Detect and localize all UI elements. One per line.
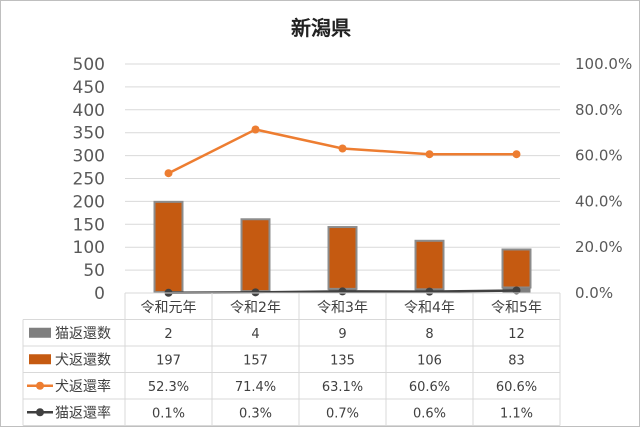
point-dog-return-rate xyxy=(338,144,347,153)
legend-marker-dog-return-rate xyxy=(36,381,44,390)
data-label: 0.6% xyxy=(413,406,446,421)
data-label: 106 xyxy=(417,353,442,368)
data-label: 135 xyxy=(330,353,355,368)
gridlines xyxy=(125,63,560,294)
category-label: 令和3年 xyxy=(317,300,368,316)
y-left-tick-label: 300 xyxy=(73,147,105,167)
data-label: 9 xyxy=(338,327,346,342)
y-right-tick-label: 0.0% xyxy=(575,284,613,302)
category-label: 令和元年 xyxy=(141,300,197,316)
point-cat-return-rate xyxy=(338,287,347,296)
point-dog-return-rate xyxy=(251,125,260,134)
legend-label: 犬返還数 xyxy=(55,352,111,368)
data-label: 12 xyxy=(508,327,525,342)
category-label: 令和5年 xyxy=(491,300,542,316)
point-dog-return-rate xyxy=(164,169,173,178)
point-cat-return-rate xyxy=(425,287,434,296)
bar-dog-returns xyxy=(153,200,184,294)
legend-key-cat-returns xyxy=(29,327,51,338)
y-left-tick-label: 350 xyxy=(73,124,105,144)
y-right-tick-label: 80.0% xyxy=(575,101,623,119)
y-left-tick-label: 450 xyxy=(73,78,105,98)
y-left-tick-label: 250 xyxy=(73,170,105,190)
data-label: 157 xyxy=(243,353,268,368)
data-label: 2 xyxy=(164,327,172,342)
y-left-tick-label: 0 xyxy=(94,284,105,304)
bar-dog-returns xyxy=(414,239,445,291)
legend-label: 猫返還数 xyxy=(55,326,111,342)
data-label: 60.6% xyxy=(496,380,537,395)
point-cat-return-rate xyxy=(512,286,521,295)
data-label: 8 xyxy=(425,327,433,342)
data-label: 0.1% xyxy=(152,406,185,421)
bar-dog-returns xyxy=(327,226,358,290)
data-label: 71.4% xyxy=(235,380,276,395)
y-left-tick-label: 150 xyxy=(73,215,105,235)
point-dog-return-rate xyxy=(512,150,521,159)
y-axis-right: 0.0% 20.0% 40.0% 60.0% 80.0% 100.0% xyxy=(575,55,632,302)
category-label: 令和2年 xyxy=(230,300,281,316)
legend-marker-cat-return-rate xyxy=(36,408,44,417)
data-label: 4 xyxy=(251,327,259,342)
point-dog-return-rate xyxy=(425,150,434,159)
y-right-tick-label: 60.0% xyxy=(575,147,623,165)
point-cat-return-rate xyxy=(251,288,260,297)
y-right-tick-label: 40.0% xyxy=(575,192,623,210)
data-label: 197 xyxy=(156,353,181,368)
data-label: 0.7% xyxy=(326,406,359,421)
bar-dog-returns xyxy=(501,248,532,289)
y-left-tick-label: 400 xyxy=(73,101,105,121)
legend-key-dog-returns xyxy=(29,354,51,365)
bar-series xyxy=(153,200,532,294)
y-right-tick-label: 20.0% xyxy=(575,238,623,256)
legend-label: 猫返還率 xyxy=(55,404,111,421)
data-label: 1.1% xyxy=(500,406,533,421)
bar-dog-returns xyxy=(240,218,271,293)
data-label: 60.6% xyxy=(409,380,450,395)
legend-label: 犬返還率 xyxy=(55,378,111,395)
y-right-tick-label: 100.0% xyxy=(575,55,632,73)
y-left-tick-label: 50 xyxy=(83,261,105,281)
category-label: 令和4年 xyxy=(404,300,455,316)
chart-title: 新潟県 xyxy=(291,16,351,40)
y-left-tick-label: 100 xyxy=(73,238,105,258)
data-label: 0.3% xyxy=(239,406,272,421)
data-label: 63.1% xyxy=(322,380,363,395)
y-left-tick-label: 200 xyxy=(73,192,105,212)
y-left-tick-label: 500 xyxy=(73,55,105,75)
data-label: 52.3% xyxy=(148,380,189,395)
data-label: 83 xyxy=(508,353,525,368)
